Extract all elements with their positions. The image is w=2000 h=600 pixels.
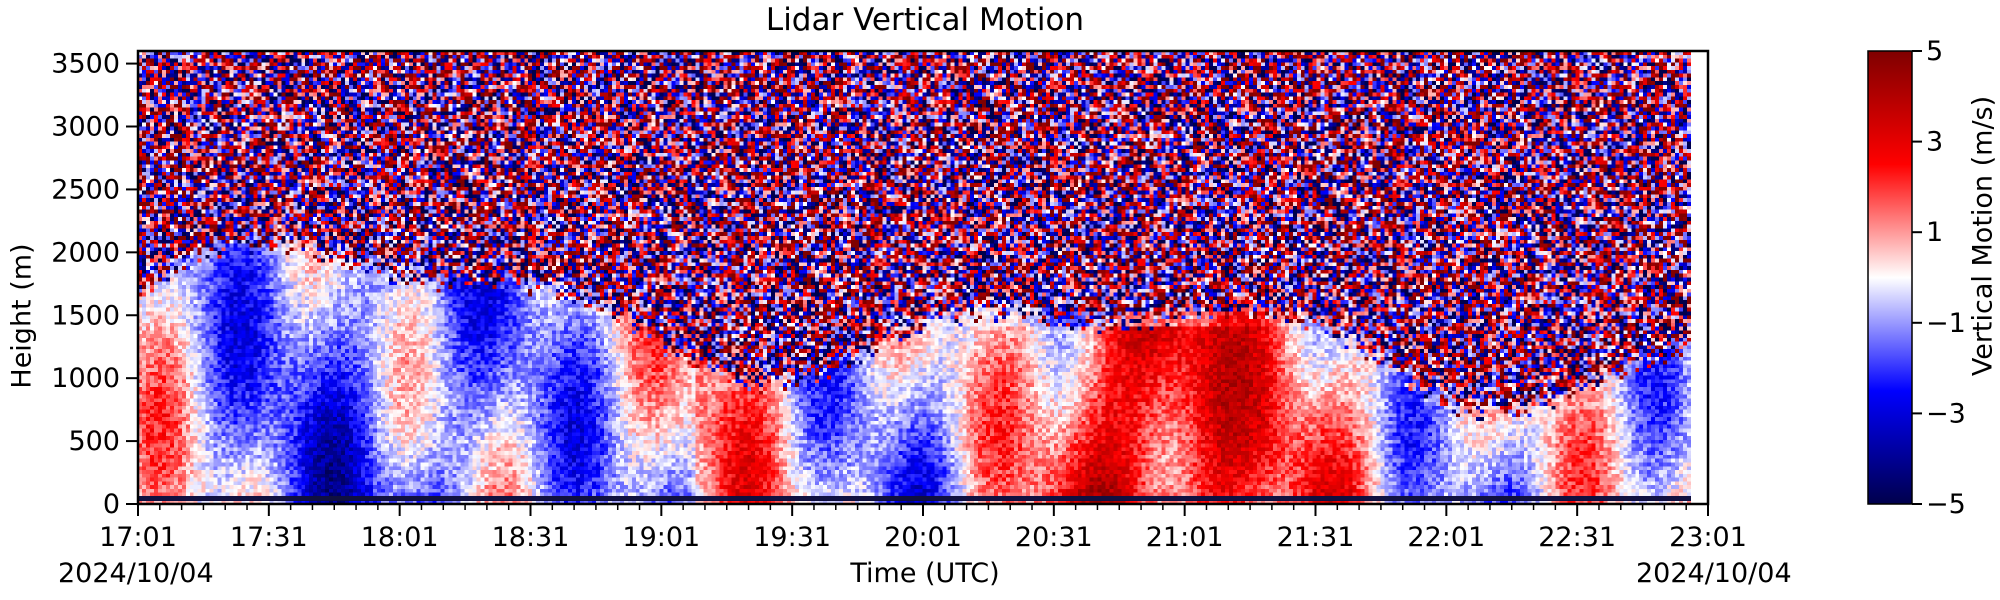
colorbar-tick-label: −5 xyxy=(1926,489,1966,520)
x-tick-label: 22:31 xyxy=(1538,522,1616,553)
x-tick-label: 17:31 xyxy=(230,522,308,553)
heatmap-image xyxy=(138,51,1691,504)
x-axis-label: Time (UTC) xyxy=(850,558,1000,589)
colorbar-tick-label: 5 xyxy=(1926,36,1943,67)
x-axis: 17:01 17:31 18:01 18:31 19:01 19:31 20:01 20:31… xyxy=(99,504,1747,553)
colorbar-tick-label: 1 xyxy=(1926,217,1943,248)
x-tick-label: 17:01 xyxy=(99,522,177,553)
colorbar-tick-label: −1 xyxy=(1926,308,1966,339)
x-tick-label: 20:01 xyxy=(884,522,962,553)
y-tick-label: 3500 xyxy=(51,49,120,80)
y-tick-label: 1500 xyxy=(51,300,120,331)
colorbar-label: Vertical Motion (m/s) xyxy=(1967,95,1999,377)
x-tick-label: 19:01 xyxy=(622,522,700,553)
colorbar-tick-label: −3 xyxy=(1926,398,1966,429)
y-tick-label: 2000 xyxy=(51,237,120,268)
x-tick-label: 21:01 xyxy=(1146,522,1224,553)
x-tick-label: 22:01 xyxy=(1407,522,1485,553)
x-tick-label: 18:01 xyxy=(361,522,439,553)
y-tick-label: 3000 xyxy=(51,112,120,143)
heatmap-cells xyxy=(138,51,1691,504)
colorbar xyxy=(1867,50,1913,505)
x-tick-label: 19:31 xyxy=(753,522,831,553)
x-tick-label: 23:01 xyxy=(1669,522,1747,553)
y-axis: 0 500 1000 1500 2000 2500 3000 3500 xyxy=(51,49,138,520)
y-tick-label: 0 xyxy=(103,489,120,520)
colorbar-axis: 5 3 1 −1 −3 −5 xyxy=(1912,36,1966,520)
y-axis-label: Height (m) xyxy=(6,243,38,389)
x-tick-label: 21:31 xyxy=(1277,522,1355,553)
colorbar-tick-label: 3 xyxy=(1926,127,1943,158)
y-tick-label: 2500 xyxy=(51,174,120,205)
ground-band xyxy=(138,496,1691,501)
end-date-label: 2024/10/04 xyxy=(1636,558,1792,589)
y-tick-label: 1000 xyxy=(51,363,120,394)
x-tick-label: 18:31 xyxy=(492,522,570,553)
start-date-label: 2024/10/04 xyxy=(58,558,214,589)
x-tick-label: 20:31 xyxy=(1015,522,1093,553)
y-tick-label: 500 xyxy=(68,426,120,457)
chart-title: Lidar Vertical Motion xyxy=(765,2,1085,38)
